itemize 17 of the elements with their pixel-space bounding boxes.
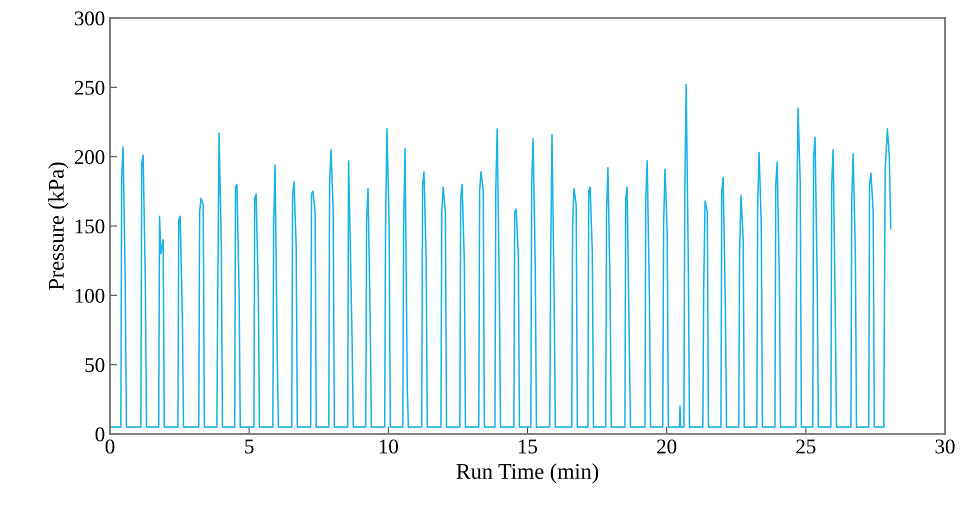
x-tick-label: 30: [936, 439, 955, 454]
y-tick-label: 100: [76, 288, 104, 303]
line-series: [110, 84, 892, 428]
x-tick-label: 0: [106, 439, 114, 454]
x-tick-label: 20: [657, 439, 676, 454]
x-tick-label: 10: [380, 439, 398, 454]
x-tick-label: 5: [245, 440, 254, 454]
x-tick-label: 25: [796, 440, 816, 454]
y-tick-label: 50: [86, 358, 104, 372]
x-axis-title: Run Time (min): [456, 463, 598, 484]
y-tick-label: 0: [96, 427, 104, 442]
y-axis-title: Pressure (kPa): [48, 162, 68, 290]
y-tick-label: 150: [76, 219, 104, 234]
y-tick-label: 250: [74, 80, 104, 95]
x-tick-label: 15: [518, 440, 538, 454]
y-tick-label: 200: [74, 150, 104, 164]
y-tick-label: 300: [74, 11, 104, 26]
